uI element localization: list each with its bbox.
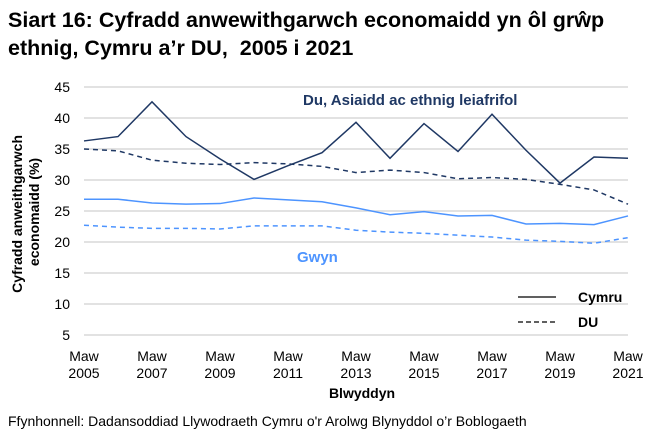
y-tick-label: 10 [54, 296, 70, 312]
legend-label-du: DU [578, 314, 598, 330]
x-tick-label: 2007 [136, 365, 167, 381]
x-tick-label: 2013 [340, 365, 371, 381]
source-note: Ffynhonnell: Dadansoddiad Llywodraeth Cy… [8, 413, 527, 429]
x-tick-label: Maw [477, 348, 507, 364]
x-tick-label: Maw [545, 348, 575, 364]
x-tick-label: 2021 [612, 365, 643, 381]
annotation-bme: Du, Asiaidd ac ethnig leiafrifol [303, 92, 517, 109]
x-tick-label: Maw [205, 348, 235, 364]
annotation-white: Gwyn [297, 249, 338, 266]
x-tick-label: Maw [613, 348, 643, 364]
x-axis-label: Blwyddyn [329, 385, 395, 401]
legend-label-cymru: Cymru [578, 289, 622, 305]
x-tick-label: Maw [273, 348, 303, 364]
x-tick-label: 2005 [68, 365, 99, 381]
x-tick-label: Maw [69, 348, 99, 364]
y-tick-label: 45 [54, 79, 70, 95]
y-tick-label: 30 [54, 172, 70, 188]
series-line-gwyn-du [83, 224, 629, 244]
y-tick-label: 20 [54, 234, 70, 250]
y-axis-label-line2: economaidd (%) [26, 158, 42, 266]
y-axis-label-line1: Cyfradd anweithgarwch [9, 135, 25, 293]
x-tick-label: Maw [409, 348, 439, 364]
y-axis-label: Cyfradd anweithgarwch economaidd (%) [9, 131, 42, 293]
x-tick-label: 2011 [273, 365, 303, 381]
series-line-bme-du [83, 148, 629, 205]
series-line-gwyn-cymru [84, 197, 629, 226]
y-tick-label: 25 [54, 203, 70, 219]
x-tick-label: Maw [341, 348, 371, 364]
y-tick-label: 5 [62, 327, 70, 343]
x-tick-label: Maw [137, 348, 167, 364]
y-tick-label: 15 [54, 265, 70, 281]
legend: Cymru DU [518, 289, 622, 330]
x-tick-label: 2015 [408, 365, 439, 381]
x-tick-label: 2019 [544, 365, 575, 381]
x-tick-label: 2009 [204, 365, 235, 381]
x-tick-label: 2017 [476, 365, 507, 381]
chart-title: Siart 16: Cyfradd anwewithgarwch economa… [8, 8, 611, 60]
series-line-bme-cymru [83, 100, 629, 185]
y-tick-label: 35 [54, 141, 70, 157]
y-tick-label: 40 [54, 110, 70, 126]
